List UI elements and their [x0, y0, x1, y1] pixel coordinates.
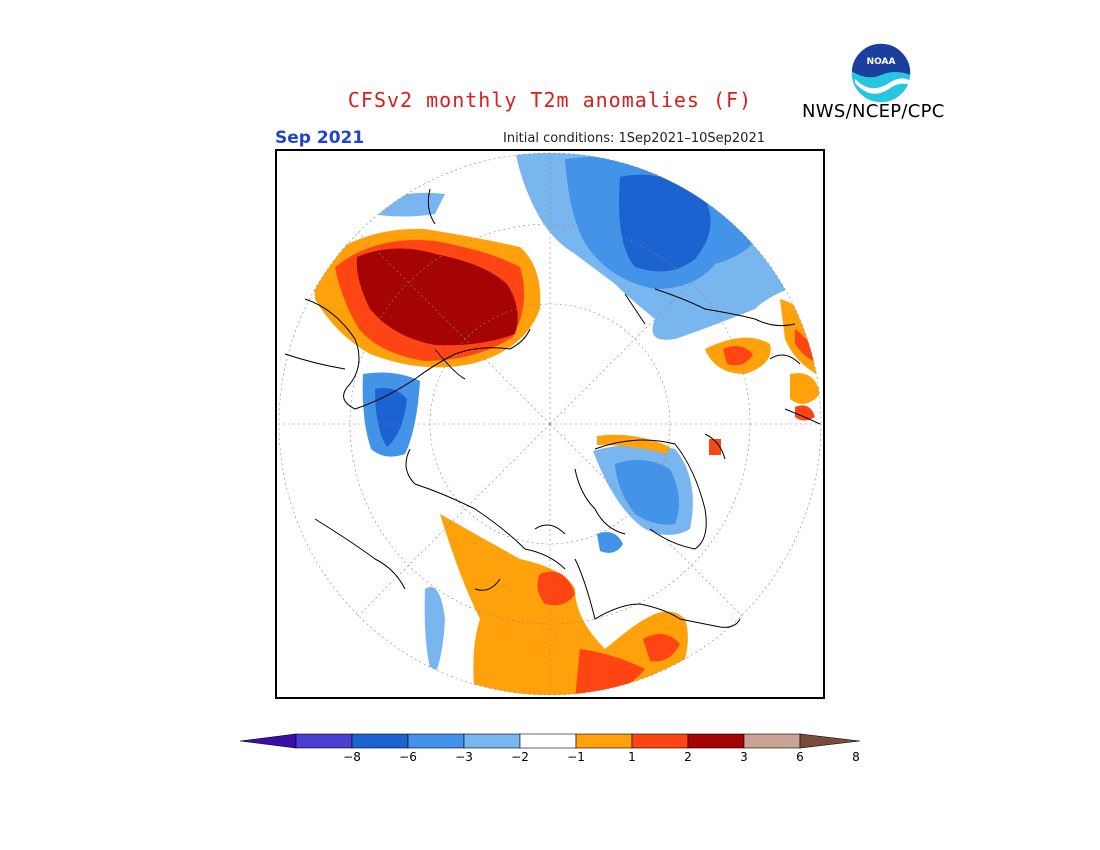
- colorbar-tick-label: 2: [684, 750, 692, 764]
- colorbar-arrow-high: [799, 733, 861, 749]
- colorbar-tick-label: 6: [796, 750, 804, 764]
- colorbar-tick-label: −3: [455, 750, 473, 764]
- map-title: CFSv2 monthly T2m anomalies (F): [347, 88, 753, 112]
- colorbar-bin: [631, 733, 689, 749]
- colorbar-tick-label: 3: [740, 750, 748, 764]
- colorbar-tick-label: −6: [399, 750, 417, 764]
- colorbar-bin: [463, 733, 521, 749]
- noaa-logo: NOAA: [850, 42, 912, 104]
- colorbar-tick-label: −1: [567, 750, 585, 764]
- anomaly-region: [597, 434, 670, 454]
- anomaly-region: [575, 649, 645, 695]
- anomaly-region: [440, 514, 688, 695]
- colorbar-arrow-low: [239, 733, 297, 749]
- map-frame: [275, 149, 825, 699]
- anomaly-region: [619, 174, 711, 272]
- colorbar-bin: [519, 733, 577, 749]
- anomaly-region: [597, 531, 623, 553]
- graticule: [278, 152, 822, 696]
- colorbar-bin: [351, 733, 409, 749]
- colorbar-tick-label: −2: [511, 750, 529, 764]
- initial-conditions-label: Initial conditions: 1Sep2021–10Sep2021: [503, 131, 765, 146]
- polar-map: [275, 149, 825, 699]
- colorbar-tick-label: 1: [628, 750, 636, 764]
- anomaly-region: [643, 634, 680, 662]
- colorbar-bin: [575, 733, 633, 749]
- colorbar-tick-label: −8: [343, 750, 361, 764]
- anomaly-region: [795, 405, 815, 421]
- anomaly-region: [537, 571, 575, 606]
- anomaly-region: [356, 248, 518, 346]
- colorbar-bin: [407, 733, 465, 749]
- agency-label: NWS/NCEP/CPC: [802, 101, 945, 122]
- anomaly-region: [424, 587, 445, 679]
- coastlines: [284, 188, 821, 628]
- colorbar-tick-label: 8: [852, 750, 860, 764]
- anomaly-region: [790, 373, 820, 404]
- forecast-month: Sep 2021: [275, 128, 365, 148]
- colorbar: [239, 733, 861, 749]
- colorbar-bin: [295, 733, 353, 749]
- colorbar-bin: [743, 733, 801, 749]
- anomaly-region: [375, 388, 407, 447]
- colorbar-bin: [687, 733, 745, 749]
- anomaly-region: [709, 439, 721, 455]
- anomaly-region: [615, 460, 679, 525]
- logo-text: NOAA: [867, 57, 896, 67]
